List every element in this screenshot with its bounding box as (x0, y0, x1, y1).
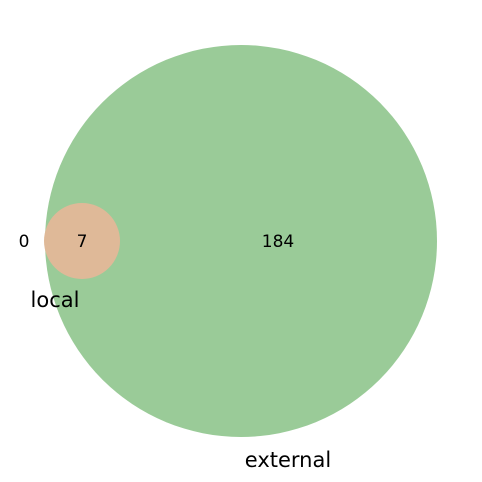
intersection-count: 7 (77, 232, 88, 252)
local-only-count: 0 (19, 232, 30, 252)
external-set-label: external (245, 448, 331, 472)
external-only-count: 184 (262, 232, 294, 252)
external-set-circle (45, 45, 437, 437)
local-set-label: local (31, 288, 80, 312)
local-set-circle (44, 203, 120, 279)
